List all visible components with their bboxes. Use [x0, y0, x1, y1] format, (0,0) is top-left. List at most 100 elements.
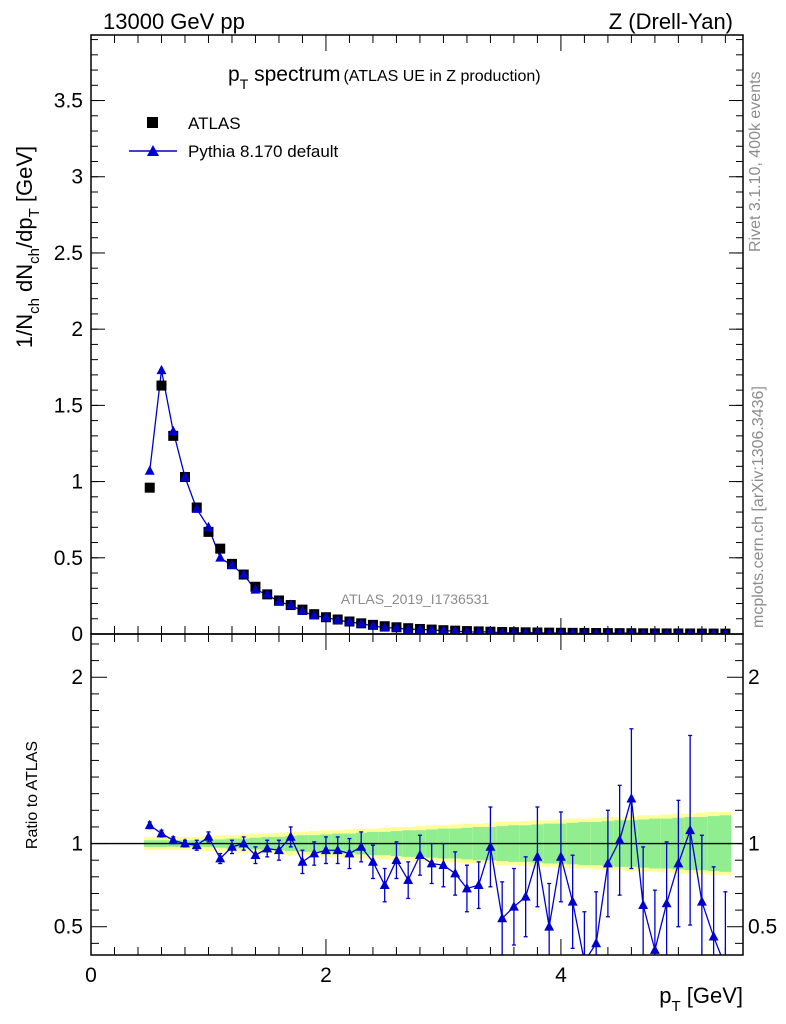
- x-axis-label: pT [GeV]: [659, 983, 743, 1015]
- ratio-x-tick-label: 0: [85, 964, 97, 987]
- mc-point: [238, 569, 249, 579]
- ratio-point: [614, 834, 625, 845]
- ratio-point: [180, 838, 190, 848]
- ylabel-b: dN: [12, 264, 37, 298]
- ratio-point: [191, 839, 202, 850]
- mc-point: [450, 625, 460, 634]
- main-y-tick-label: 1.5: [54, 394, 83, 417]
- mc-point: [262, 588, 273, 599]
- mc-point: [498, 627, 506, 634]
- mc-point: [522, 627, 530, 634]
- ratio-point: [720, 961, 730, 970]
- header-collision-label: 13000 GeV pp: [103, 9, 245, 34]
- mc-point: [593, 628, 600, 634]
- ratio-point: [544, 921, 555, 931]
- mc-point: [367, 620, 378, 630]
- ylabel-a: 1/N: [12, 314, 37, 348]
- mc-point: [651, 628, 658, 634]
- ratio-point: [708, 931, 719, 941]
- ratio-point: [274, 844, 284, 855]
- mc-point: [391, 622, 402, 632]
- ratio-y-tick-label-right: 2: [748, 666, 760, 689]
- ratio-y-tick-label-right: 0.5: [748, 916, 777, 939]
- mcplots-label: mcplots.cern.ch [arXiv:1306.3436]: [750, 386, 767, 628]
- ratio-point: [285, 831, 296, 841]
- mc-point: [297, 605, 308, 615]
- mc-point: [180, 471, 190, 481]
- mc-point: [462, 626, 471, 634]
- ylabel-d: [GeV]: [12, 146, 37, 208]
- ratio-point: [367, 856, 378, 866]
- ratio-point: [555, 851, 566, 861]
- main-y-tick-label: 3: [71, 166, 83, 189]
- header-process-label: Z (Drell-Yan): [609, 9, 733, 34]
- xlabel-p-sub: T: [671, 998, 680, 1015]
- ratio-point: [661, 897, 672, 908]
- ratio-point: [461, 882, 472, 893]
- mc-point: [675, 628, 682, 634]
- ylabel-a-sub: ch: [26, 298, 43, 314]
- mc-point: [344, 616, 355, 626]
- mc-point: [309, 610, 320, 620]
- ratio-point: [532, 851, 543, 861]
- ratio-point: [356, 841, 367, 851]
- ratio-point: [426, 858, 437, 868]
- mc-point: [710, 628, 717, 634]
- main-y-axis-label: 1/Nch dNch/dpT [GeV]: [12, 146, 43, 348]
- ratio-y-tick-label: 2: [71, 666, 83, 689]
- ratio-y-tick-label: 0.5: [54, 916, 83, 939]
- ratio-point: [297, 856, 308, 866]
- ratio-point: [673, 858, 684, 868]
- atlas-data-point: [215, 543, 226, 554]
- mc-point: [510, 627, 518, 634]
- mc-point: [569, 627, 576, 634]
- main-y-tick-label: 2: [71, 318, 83, 341]
- mc-point: [403, 623, 414, 634]
- title-rest: spectrum: [248, 63, 340, 86]
- ratio-point: [638, 899, 649, 909]
- ylabel-c-sub: T: [26, 208, 43, 217]
- mc-point: [616, 627, 624, 634]
- ratio-point: [450, 868, 461, 878]
- legend-mc-label: Pythia 8.170 default: [188, 142, 339, 161]
- ratio-point: [649, 944, 660, 954]
- ratio-point: [262, 843, 273, 853]
- ratio-point: [250, 849, 261, 860]
- mc-point: [438, 625, 449, 634]
- ratio-y-tick-label: 1: [71, 833, 83, 856]
- legend-mc-marker: [147, 145, 159, 156]
- ratio-point: [168, 834, 179, 845]
- ylabel-c: /dp: [12, 217, 37, 248]
- mc-point: [285, 599, 296, 609]
- ratio-point: [473, 879, 484, 889]
- mc-point: [274, 596, 284, 606]
- ratio-point: [309, 848, 320, 858]
- ylabel-b-sub: ch: [26, 248, 43, 264]
- ratio-point: [344, 848, 355, 858]
- ratio-point: [508, 901, 519, 911]
- main-y-tick-label: 2.5: [54, 242, 83, 265]
- ratio-point: [497, 912, 508, 923]
- ratio-point: [591, 937, 602, 948]
- chart-title: pT spectrum (ATLAS UE in Z production): [228, 63, 541, 92]
- mc-point: [533, 627, 542, 634]
- atlas-data-point: [156, 380, 167, 391]
- xlabel-p: p: [659, 983, 671, 1008]
- mc-point: [604, 627, 612, 634]
- mc-point: [191, 503, 202, 513]
- ratio-point: [227, 841, 237, 851]
- mc-point: [203, 521, 214, 532]
- ratio-x-tick-label: 2: [320, 964, 332, 987]
- ratio-x-tick-label: 4: [555, 964, 567, 987]
- legend-data-label: ATLAS: [188, 114, 241, 133]
- main-y-tick-label: 1: [71, 471, 83, 494]
- mc-point: [168, 425, 179, 436]
- ratio-point: [332, 844, 343, 855]
- watermark: ATLAS_2019_I1736531: [341, 591, 490, 607]
- mc-point: [156, 364, 167, 375]
- ratio-y-axis-label: Ratio to ATLAS: [24, 741, 41, 849]
- mc-point: [215, 552, 226, 562]
- mc-point: [663, 628, 670, 634]
- main-y-tick-label: 3.5: [54, 90, 83, 113]
